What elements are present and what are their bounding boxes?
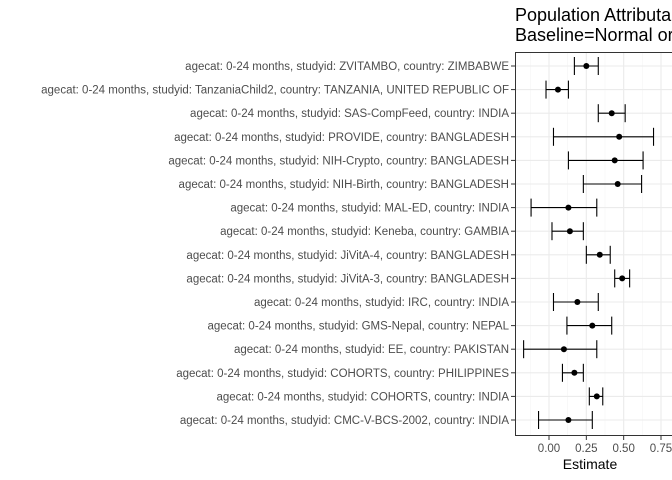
y-tick-label: agecat: 0-24 months, studyid: CMC-V-BCS-…	[180, 415, 509, 427]
estimate-point	[619, 275, 626, 282]
x-tick-label: 0.50	[612, 443, 634, 455]
x-tick-label: 0.75	[650, 443, 672, 455]
panel-border	[515, 52, 672, 436]
estimate-point	[616, 133, 623, 140]
y-tick-label: agecat: 0-24 months, studyid: Keneba, co…	[220, 226, 509, 238]
y-tick-label: agecat: 0-24 months, studyid: TanzaniaCh…	[41, 85, 509, 97]
estimate-point	[583, 63, 590, 69]
plot-panel	[515, 52, 672, 436]
error-bar	[552, 127, 655, 146]
y-tick-label: agecat: 0-24 months, studyid: SAS-CompFe…	[190, 108, 509, 120]
estimate-point	[566, 228, 573, 235]
chart-title: Population Attributa	[515, 5, 672, 25]
estimate-point	[571, 369, 578, 376]
estimate-point	[565, 417, 572, 423]
y-tick-label: agecat: 0-24 months, studyid: IRC, count…	[254, 297, 509, 309]
y-tick-label: agecat: 0-24 months, studyid: COHORTS, c…	[216, 391, 509, 403]
chart-subtitle: Baseline=Normal or	[515, 25, 672, 45]
estimate-point	[589, 322, 596, 329]
y-tick-label: agecat: 0-24 months, studyid: NIH-Crypto…	[168, 155, 509, 167]
estimate-point	[608, 110, 615, 117]
estimate-point	[574, 299, 581, 305]
y-tick-label: agecat: 0-24 months, studyid: JiVitA-3, …	[186, 273, 509, 285]
error-bar	[530, 198, 598, 217]
y-tick-label: agecat: 0-24 months, studyid: PROVIDE, c…	[174, 132, 509, 144]
panel-background	[515, 52, 672, 436]
estimate-point	[554, 86, 561, 93]
x-tick-label: 0.25	[575, 443, 597, 455]
y-tick-label: agecat: 0-24 months, studyid: EE, countr…	[234, 344, 509, 356]
x-axis: 0.00 0.25 0.50 0.75	[538, 436, 672, 455]
x-tick-label: 0.00	[538, 443, 560, 455]
y-tick-label: agecat: 0-24 months, studyid: MAL-ED, co…	[230, 203, 509, 215]
y-tick-label: agecat: 0-24 months, studyid: GMS-Nepal,…	[208, 321, 510, 333]
x-axis-title: Estimate	[563, 456, 618, 472]
y-tick-label: agecat: 0-24 months, studyid: COHORTS, c…	[176, 368, 509, 380]
estimate-point	[593, 393, 600, 400]
estimate-point	[565, 204, 572, 211]
y-tick-label: agecat: 0-24 months, studyid: ZVITAMBO, …	[185, 61, 509, 73]
estimate-point	[596, 251, 603, 258]
estimate-point	[611, 157, 618, 164]
estimate-point	[614, 181, 621, 187]
error-bar	[582, 175, 643, 193]
estimate-point	[560, 346, 567, 353]
y-tick-label: agecat: 0-24 months, studyid: JiVitA-4, …	[186, 250, 509, 262]
y-axis-labels: agecat: 0-24 months, studyid: ZVITAMBO, …	[41, 61, 515, 427]
error-bar	[567, 151, 644, 170]
y-tick-label: agecat: 0-24 months, studyid: NIH-Birth,…	[179, 179, 509, 191]
error-bar	[523, 340, 598, 359]
